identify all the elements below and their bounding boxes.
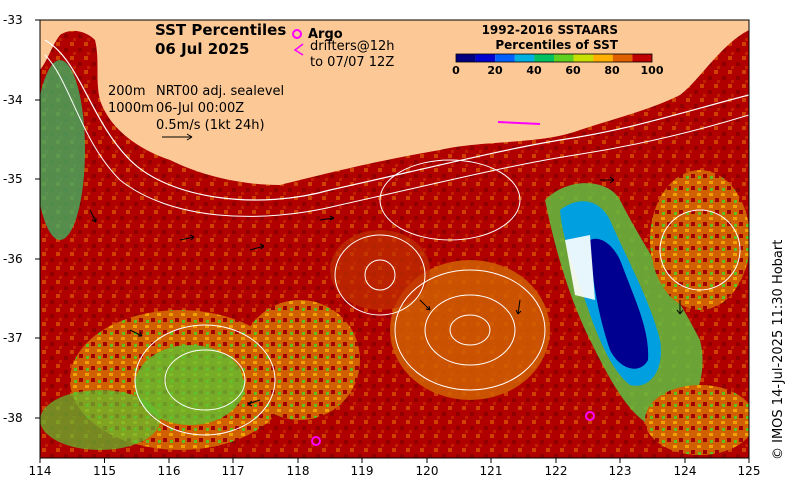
current-arrows [89, 176, 684, 407]
colorbar-swatch [612, 54, 633, 62]
colorbar-tick: 20 [487, 64, 503, 77]
colorbar-tick: 0 [452, 64, 460, 77]
sst-patch-east-cold [590, 238, 649, 369]
argo-float [585, 411, 595, 421]
colorbar-tick: 80 [604, 64, 620, 77]
colorbar-tick: 100 [640, 64, 664, 77]
colorbar [455, 53, 653, 63]
eddy-contour [394, 269, 546, 391]
y-tick-label: -37 [3, 331, 23, 345]
contour-1000m [44, 54, 749, 217]
colorbar-tick: 60 [565, 64, 581, 77]
x-tick-label: 117 [221, 464, 245, 478]
contour-200m [44, 39, 749, 201]
colorbar-swatch [475, 54, 496, 62]
colorbar-swatch [554, 54, 574, 62]
y-tick-label: -33 [3, 13, 23, 27]
colorbar-title-line2: Percentiles of SST [495, 38, 618, 52]
argo-float [311, 436, 321, 446]
map-title-line1: SST Percentiles [155, 21, 287, 39]
scale-label: 0.5m/s (1kt 24h) [156, 118, 265, 133]
colorbar-swatch [456, 54, 476, 62]
axis-ticks [35, 19, 750, 463]
argo-legend-symbol [292, 29, 302, 39]
contour-200m-label: 200m [108, 84, 146, 99]
colorbar-swatch [514, 54, 535, 62]
colorbar-swatch [534, 54, 554, 62]
sealevel-label: NRT00 adj. sealevel [156, 84, 285, 99]
x-tick-label: 123 [608, 464, 632, 478]
x-tick-label: 119 [350, 464, 374, 478]
colorbar-swatch [495, 54, 515, 62]
y-tick-label: -38 [3, 411, 23, 425]
drifter-legend-symbol [293, 43, 304, 56]
drifters-legend-label-2: to 07/07 12Z [310, 55, 395, 70]
x-tick-label: 116 [157, 464, 181, 478]
y-tick-label: -34 [3, 93, 23, 107]
x-tick-label: 120 [415, 464, 439, 478]
contour-1000m-label: 1000m [108, 101, 154, 116]
colorbar-swatch [593, 54, 613, 62]
colorbar-swatch [632, 54, 652, 62]
x-tick-label: 124 [673, 464, 697, 478]
x-tick-label: 125 [737, 464, 761, 478]
argo-legend-label: Argo [308, 27, 343, 42]
colorbar-title-line1: 1992-2016 SSTAARS [481, 23, 618, 37]
x-tick-label: 115 [93, 464, 116, 478]
colorbar-tick: 40 [526, 64, 542, 77]
sealevel-time: 06-Jul 00:00Z [156, 101, 245, 116]
drifters-legend-label: drifters@12h [310, 39, 395, 54]
y-tick-label: -36 [3, 252, 23, 266]
scale-arrow [162, 133, 193, 141]
x-tick-label: 121 [479, 464, 503, 478]
colorbar-swatch [573, 54, 594, 62]
x-tick-label: 118 [286, 464, 310, 478]
x-tick-label: 122 [544, 464, 568, 478]
credit-text: © IMOS 14-Jul-2025 11:30 Hobart [771, 239, 786, 460]
plot-frame [39, 19, 750, 459]
map-title-line2: 06 Jul 2025 [155, 40, 250, 58]
y-tick-label: -35 [3, 172, 23, 186]
x-tick-label: 114 [28, 464, 52, 478]
drifter-track [497, 121, 541, 125]
